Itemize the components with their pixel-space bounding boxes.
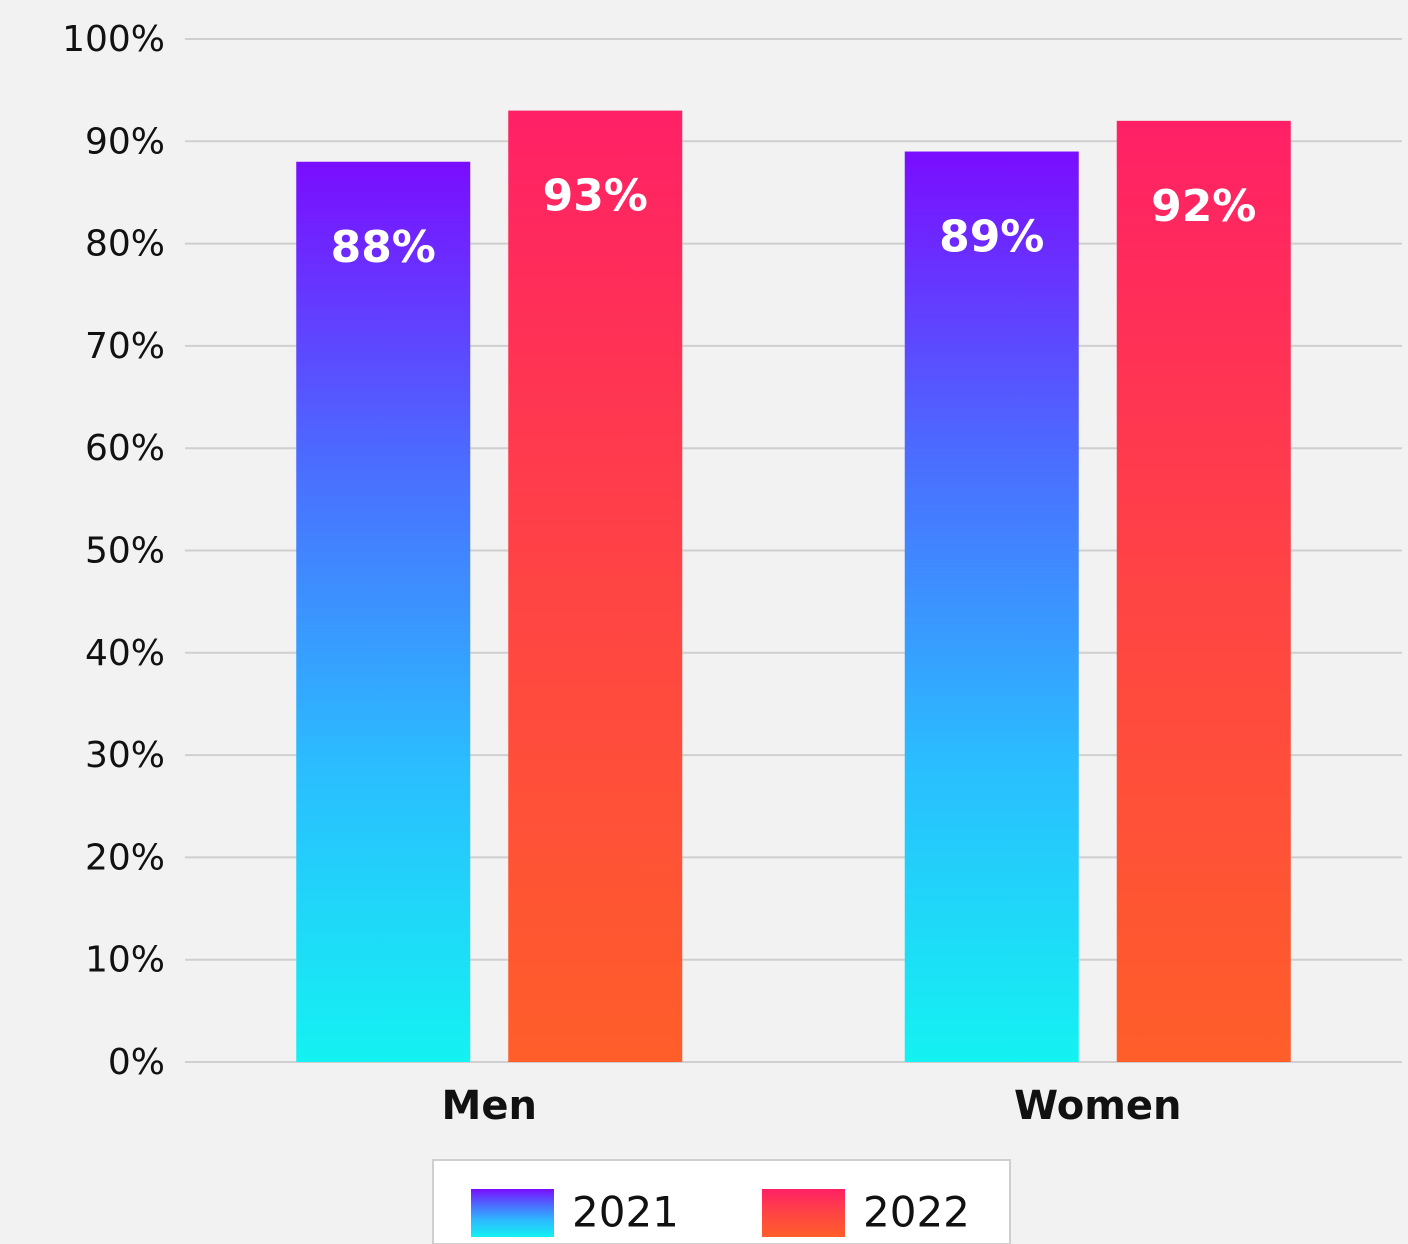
y-tick-label: 100% [62,19,165,60]
legend-swatch [471,1189,554,1237]
y-tick-label: 40% [85,633,165,674]
data-label: 89% [939,212,1044,263]
bar [1116,120,1291,1063]
y-tick-label: 10% [85,940,165,981]
data-label: 92% [1151,181,1256,232]
y-tick-label: 30% [85,735,165,776]
legend-swatch [762,1189,845,1237]
y-tick-label: 70% [85,326,165,367]
bar [904,151,1079,1062]
bar [296,161,471,1062]
y-tick-label: 50% [85,531,165,572]
legend-label: 2022 [863,1188,970,1237]
data-label: 88% [331,222,436,273]
x-tick-label: Men [442,1083,537,1129]
bar [508,110,683,1063]
legend-label: 2021 [572,1188,679,1237]
y-tick-label: 20% [85,837,165,878]
x-tick-label: Women [1014,1083,1181,1129]
y-tick-label: 60% [85,428,165,469]
y-tick-label: 80% [85,224,165,265]
y-tick-label: 0% [108,1042,165,1083]
y-tick-label: 90% [85,121,165,162]
data-label: 93% [543,171,648,222]
